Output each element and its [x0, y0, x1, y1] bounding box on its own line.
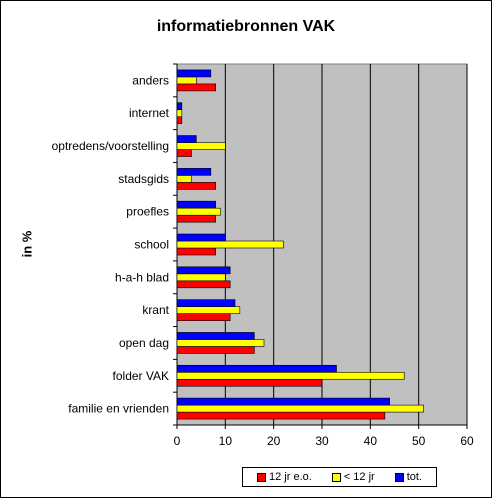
- bar: [176, 142, 226, 150]
- bar: [176, 273, 226, 282]
- bar: [176, 299, 236, 307]
- bar: [176, 76, 197, 85]
- bar: [176, 214, 216, 223]
- bar: [176, 346, 255, 354]
- legend-swatch: [257, 472, 266, 482]
- chart-title: informatiebronnen VAK: [156, 18, 336, 35]
- bar: [176, 116, 183, 125]
- legend: 12 jr e.o. < 12 jr tot.: [242, 467, 437, 487]
- bar: [176, 313, 231, 321]
- legend-swatch: [394, 472, 404, 482]
- x-tick-label: 40: [364, 434, 378, 448]
- y-category-label: h-a-h blad: [115, 270, 169, 284]
- bar: [176, 109, 183, 118]
- y-category-label: folder VAK: [113, 369, 169, 383]
- bar: [176, 233, 226, 242]
- legend-item: 12 jr e.o.: [257, 471, 312, 483]
- y-category-label: familie en vrienden: [68, 402, 169, 416]
- bar: [176, 404, 424, 413]
- y-category-label: open dag: [119, 336, 169, 350]
- x-tick-label: 30: [315, 434, 329, 448]
- bar: [176, 168, 212, 176]
- bar: [176, 149, 192, 157]
- x-tick-label: 60: [460, 434, 474, 448]
- bar: [176, 83, 216, 92]
- y-category-label: stadsgids: [118, 172, 169, 186]
- bar: [176, 200, 216, 209]
- legend-label: tot.: [406, 471, 422, 483]
- bar: [176, 247, 216, 256]
- bar: [176, 306, 241, 314]
- y-category-label: proefles: [126, 205, 169, 219]
- bar: [176, 69, 212, 78]
- x-tick-label: 50: [412, 434, 426, 448]
- bar: [176, 207, 221, 216]
- bar: [176, 411, 386, 420]
- bar: [176, 397, 390, 406]
- bar: [176, 280, 231, 289]
- y-category-label: anders: [132, 73, 169, 87]
- bar: [176, 364, 337, 373]
- bar: [176, 266, 231, 275]
- legend-swatch: [331, 472, 341, 482]
- y-category-label: internet: [129, 106, 170, 120]
- bar: [176, 240, 284, 249]
- bar: [176, 182, 216, 190]
- x-tick-label: 10: [219, 434, 233, 448]
- bar: [176, 332, 255, 340]
- x-tick-label: 20: [267, 434, 281, 448]
- legend-item: tot.: [394, 471, 422, 483]
- bar: [176, 378, 323, 387]
- bar: [176, 339, 265, 347]
- y-category-label: optredens/voorstelling: [52, 139, 169, 153]
- bar: [176, 102, 183, 111]
- y-category-label: krant: [142, 303, 169, 317]
- legend-label: < 12 jr: [343, 471, 375, 483]
- legend-item: < 12 jr: [331, 471, 375, 483]
- bar: [176, 371, 405, 380]
- x-tick-label: 0: [174, 434, 181, 448]
- y-category-label: school: [134, 238, 169, 252]
- bar: [176, 175, 192, 183]
- bar: [176, 135, 197, 143]
- legend-label: 12 jr e.o.: [269, 471, 312, 483]
